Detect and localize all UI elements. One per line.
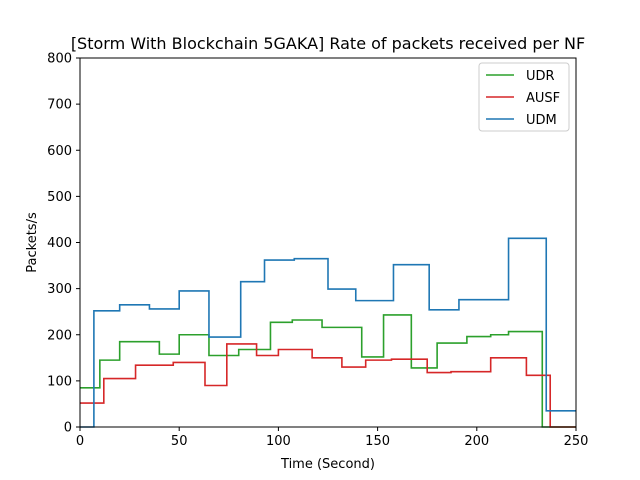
x-tick-label: 50: [171, 434, 188, 449]
x-tick-label: 200: [464, 434, 489, 449]
x-tick-label: 100: [266, 434, 291, 449]
y-tick-label: 0: [64, 421, 72, 436]
x-axis-label: Time (Second): [280, 457, 375, 472]
x-tick-label: 0: [76, 434, 84, 449]
series-line-udm: [80, 237, 576, 428]
y-tick-label: 800: [47, 52, 72, 67]
y-tick-label: 400: [47, 236, 72, 251]
chart-title: [Storm With Blockchain 5GAKA] Rate of pa…: [71, 34, 585, 53]
y-tick-label: 200: [47, 328, 72, 343]
legend-label-ausf: AUSF: [526, 91, 560, 106]
x-tick-label: 250: [564, 434, 589, 449]
legend-box: [478, 62, 570, 132]
y-tick-label: 100: [47, 374, 72, 389]
y-tick-label: 600: [47, 144, 72, 159]
series-line-udr: [80, 314, 576, 428]
series-line-ausf: [80, 343, 576, 428]
x-axis: 0 50 100 150 200 250: [76, 427, 589, 449]
y-axis-label: Packets/s: [25, 212, 40, 273]
y-tick-label: 700: [47, 98, 72, 113]
y-axis: 0 100 200 300 400 500 600 700 800: [47, 52, 80, 436]
x-tick-label: 150: [365, 434, 390, 449]
y-tick-label: 500: [47, 190, 72, 205]
series-layer: [80, 237, 576, 428]
y-tick-label: 300: [47, 282, 72, 297]
legend-label-udm: UDM: [526, 113, 557, 128]
legend: UDR AUSF UDM: [478, 62, 570, 132]
legend-label-udr: UDR: [526, 69, 555, 84]
